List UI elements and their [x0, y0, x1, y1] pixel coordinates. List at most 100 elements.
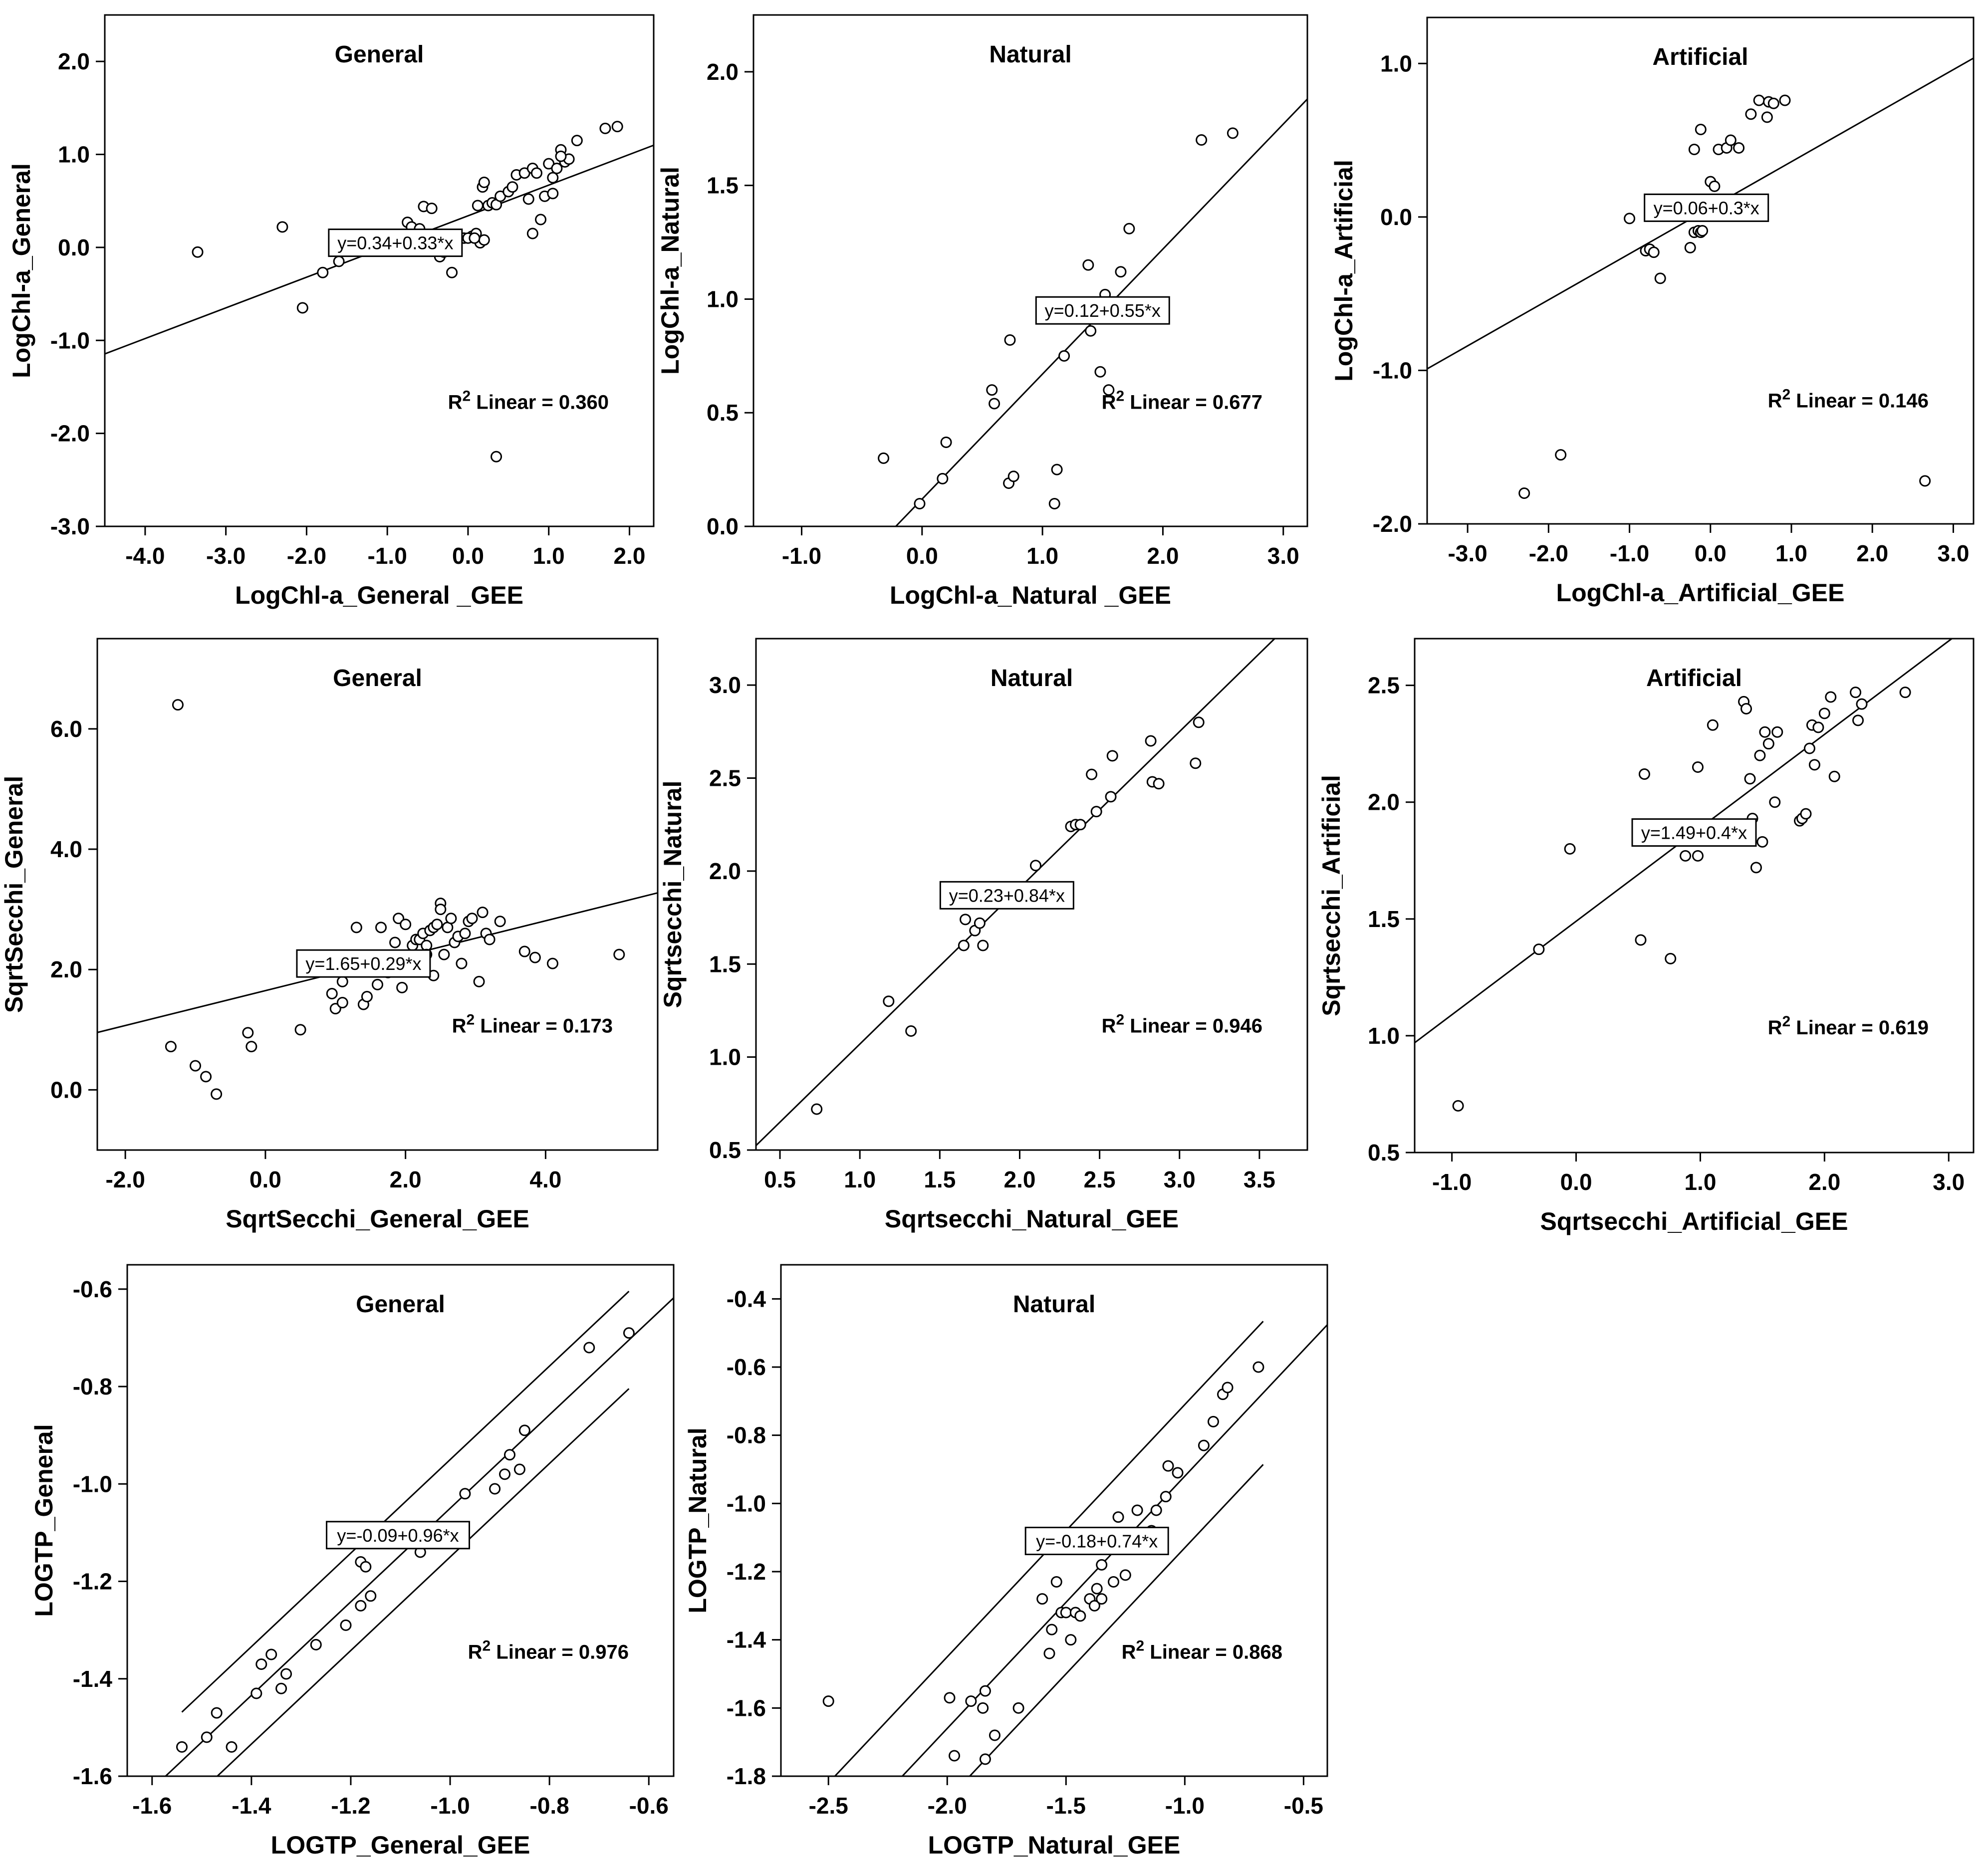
- data-point: [255, 1658, 267, 1670]
- data-point: [200, 1071, 212, 1083]
- x-axis-title: Sqrtsecchi_Artificial_GEE: [1540, 1207, 1848, 1235]
- data-point: [1007, 470, 1019, 482]
- y-tick-label: 0.0: [1380, 204, 1412, 230]
- y-axis-title: LogChl-a_Natural: [656, 167, 684, 375]
- y-tick-label: 0.5: [1368, 1140, 1400, 1166]
- equation-label: y=-0.09+0.96*x: [337, 1525, 459, 1546]
- data-point: [172, 699, 184, 711]
- data-point: [1065, 1634, 1077, 1646]
- data-point: [265, 1648, 277, 1660]
- data-point: [435, 904, 447, 916]
- equation-box: [296, 949, 431, 978]
- y-tick-label: 1.0: [707, 286, 739, 312]
- data-point: [944, 1692, 956, 1704]
- equation-box: [326, 1521, 471, 1550]
- x-tick-label: 3.0: [1933, 1169, 1965, 1195]
- data-point: [1090, 806, 1102, 818]
- data-point: [1058, 350, 1070, 362]
- data-point: [1105, 791, 1117, 803]
- data-point: [226, 1741, 238, 1753]
- x-tick-label: 3.0: [1164, 1167, 1196, 1192]
- data-point: [986, 384, 998, 396]
- data-point: [360, 1561, 372, 1573]
- data-point: [280, 1668, 292, 1680]
- x-tick-label: -1.0: [1610, 540, 1649, 566]
- data-point: [940, 436, 952, 448]
- data-point: [1707, 719, 1719, 731]
- data-point: [1761, 111, 1773, 123]
- data-point: [1725, 134, 1737, 146]
- x-tick-label: -1.0: [782, 543, 821, 569]
- data-point: [340, 1619, 352, 1631]
- x-tick-label: 1.0: [533, 543, 565, 569]
- data-point: [176, 1741, 188, 1753]
- panel-title: General: [335, 41, 424, 68]
- y-axis-title: Sqrtsecchi_Artificial: [1317, 775, 1345, 1016]
- plot-frame: [752, 14, 1308, 527]
- y-tick-label: -1.2: [73, 1569, 112, 1595]
- data-point: [1096, 1593, 1108, 1605]
- y-tick-label: 3.0: [709, 672, 741, 698]
- equation-label: y=1.49+0.4*x: [1641, 823, 1747, 843]
- data-point: [1648, 246, 1660, 258]
- y-tick-label: 0.0: [58, 234, 90, 260]
- x-axis-title: LogChl-a_General _GEE: [235, 581, 523, 609]
- equation-label: y=0.23+0.84*x: [949, 885, 1065, 906]
- data-point: [1190, 757, 1202, 769]
- data-point: [1899, 687, 1911, 699]
- data-point: [1745, 108, 1757, 120]
- y-tick-label: -1.0: [50, 327, 90, 353]
- data-point: [518, 1424, 530, 1436]
- data-point: [190, 1060, 202, 1072]
- y-tick-label: 1.0: [1380, 50, 1412, 76]
- data-point: [1750, 862, 1762, 874]
- data-point: [1207, 1415, 1219, 1427]
- y-axis-title: LOGTP_Natural: [684, 1427, 712, 1613]
- y-tick-label: 1.0: [1368, 1023, 1400, 1049]
- data-point: [1060, 1607, 1072, 1619]
- data-point: [1086, 768, 1098, 780]
- x-tick-label: 1.0: [1684, 1169, 1716, 1195]
- r2-label: R2 Linear = 0.868: [1122, 1637, 1282, 1663]
- data-point: [965, 1695, 977, 1707]
- x-tick-label: -1.4: [232, 1793, 271, 1819]
- data-point: [546, 957, 558, 969]
- y-axis-title: SqrtSecchi_General: [0, 776, 28, 1013]
- data-point: [1638, 768, 1650, 780]
- x-tick-label: -2.5: [809, 1793, 848, 1819]
- y-tick-label: 6.0: [50, 716, 82, 742]
- data-point: [1692, 850, 1704, 862]
- data-point: [478, 176, 490, 188]
- data-point: [389, 936, 401, 948]
- data-point: [469, 232, 481, 244]
- data-point: [1654, 272, 1666, 284]
- upper-band-line: [181, 1291, 630, 1713]
- y-tick-label: 2.0: [709, 858, 741, 884]
- data-point: [192, 246, 204, 258]
- data-point: [1825, 691, 1837, 703]
- data-point: [372, 978, 383, 990]
- panel-title: Natural: [1013, 1291, 1095, 1318]
- data-point: [979, 1685, 991, 1697]
- x-axis-title: LogChl-a_Natural _GEE: [890, 581, 1171, 609]
- data-point: [811, 1103, 823, 1115]
- data-point: [1812, 721, 1824, 733]
- data-point: [977, 939, 989, 951]
- data-point: [1850, 687, 1862, 699]
- data-point: [949, 1750, 961, 1762]
- y-tick-label: -1.0: [727, 1490, 766, 1516]
- x-tick-label: -1.2: [331, 1793, 370, 1819]
- x-axis-title: Sqrtsecchi_Natural_GEE: [885, 1205, 1179, 1233]
- data-point: [1162, 1460, 1174, 1472]
- data-point: [1046, 1624, 1058, 1635]
- data-point: [822, 1695, 834, 1707]
- equation-label: y=0.34+0.33*x: [337, 233, 453, 253]
- plot-frame: [126, 1264, 675, 1777]
- r2-label: R2 Linear = 0.677: [1102, 388, 1262, 413]
- data-point: [547, 188, 559, 200]
- data-point: [336, 975, 348, 987]
- plot-frame: [104, 14, 655, 527]
- data-point: [1145, 735, 1157, 747]
- data-point: [1012, 1702, 1024, 1714]
- data-point: [472, 200, 484, 212]
